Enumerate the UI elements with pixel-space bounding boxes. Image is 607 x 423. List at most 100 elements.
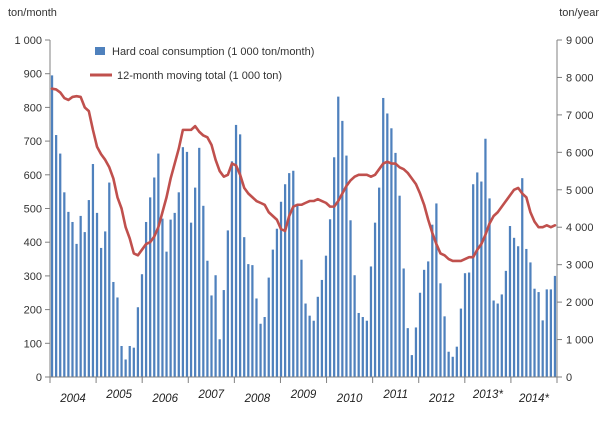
bar (333, 157, 336, 377)
bar (108, 182, 111, 377)
bar (206, 260, 209, 377)
bar (71, 221, 74, 377)
bar (226, 230, 229, 377)
bar (545, 289, 548, 377)
bar (140, 274, 144, 377)
bar (161, 218, 164, 377)
left-tick-label: 700 (24, 136, 42, 148)
bar (136, 307, 140, 377)
bar (553, 275, 557, 377)
bar (271, 249, 274, 377)
bar (341, 120, 344, 377)
bar (288, 173, 291, 377)
right-tick-label: 4 000 (566, 222, 594, 234)
bar (422, 269, 426, 377)
bar (304, 303, 307, 377)
bar (312, 320, 315, 377)
bar (239, 134, 242, 377)
bar (484, 138, 487, 377)
line-layer (50, 87, 557, 263)
left-tick-label: 300 (24, 271, 42, 283)
bar (259, 323, 262, 377)
bar (67, 211, 70, 377)
right-tick-label: 9 000 (566, 35, 594, 47)
bar (104, 231, 107, 377)
right-tick-label: 1 000 (566, 335, 594, 347)
bar (369, 266, 373, 377)
bar (345, 155, 348, 377)
bar (251, 265, 254, 377)
left-tick-label: 400 (24, 237, 42, 249)
bar (279, 201, 283, 377)
bar (153, 177, 156, 377)
bar (316, 296, 319, 377)
bar (476, 172, 479, 377)
legend-bar-swatch (95, 47, 105, 55)
right-axis-unit: ton/year (559, 7, 599, 19)
bar (357, 312, 360, 377)
year-label: 2005 (105, 389, 132, 401)
year-label: 2011 (382, 389, 408, 401)
right-tick-label: 2 000 (566, 297, 594, 309)
bar (99, 247, 103, 377)
bar (234, 124, 238, 377)
bar (55, 135, 58, 377)
bar (218, 339, 221, 377)
bar (500, 294, 503, 377)
bar (496, 303, 499, 377)
bar (521, 178, 524, 377)
bar (480, 181, 483, 377)
bar (463, 273, 467, 377)
bar (169, 219, 172, 377)
bar (87, 200, 90, 377)
bar (382, 97, 385, 378)
bar (492, 300, 495, 377)
bar (198, 147, 201, 377)
bar (488, 198, 491, 377)
bar (112, 281, 115, 377)
bar (373, 222, 377, 377)
bar (124, 359, 127, 377)
year-label: 2012 (428, 393, 455, 405)
bar (402, 268, 405, 377)
bar (132, 347, 135, 377)
year-label: 2007 (198, 389, 225, 401)
bar (177, 192, 180, 377)
right-tick-label: 6 000 (566, 147, 594, 159)
bar (459, 308, 463, 377)
year-label: 2010 (336, 393, 363, 405)
bar (512, 237, 516, 377)
bar (275, 228, 279, 377)
legend-bar-label: Hard coal consumption (1 000 ton/month) (112, 46, 314, 58)
bar (541, 320, 544, 377)
bar (247, 264, 250, 377)
bar (230, 161, 234, 377)
bar (410, 355, 413, 377)
bar (185, 151, 189, 377)
bar (504, 270, 508, 377)
year-label: 2008 (244, 393, 271, 405)
bar (435, 203, 438, 377)
legend-line-label: 12-month moving total (1 000 ton) (117, 70, 282, 82)
left-tick-label: 500 (24, 204, 42, 216)
left-tick-label: 200 (24, 305, 42, 317)
bar (328, 219, 332, 377)
bar (447, 351, 450, 377)
bar (549, 289, 552, 377)
bar (394, 152, 397, 377)
bar (324, 255, 328, 377)
right-tick-label: 8 000 (566, 72, 594, 84)
bar (149, 197, 152, 377)
bar (537, 292, 540, 377)
bar (263, 317, 266, 377)
bar (308, 315, 311, 377)
legend: Hard coal consumption (1 000 ton/month) … (90, 46, 314, 82)
year-label: 2006 (151, 393, 178, 405)
bar (50, 75, 54, 377)
moving-total-line (50, 87, 557, 263)
bar (79, 215, 82, 377)
year-label: 2004 (59, 393, 86, 405)
bar (296, 204, 299, 377)
left-tick-label: 900 (24, 69, 42, 81)
